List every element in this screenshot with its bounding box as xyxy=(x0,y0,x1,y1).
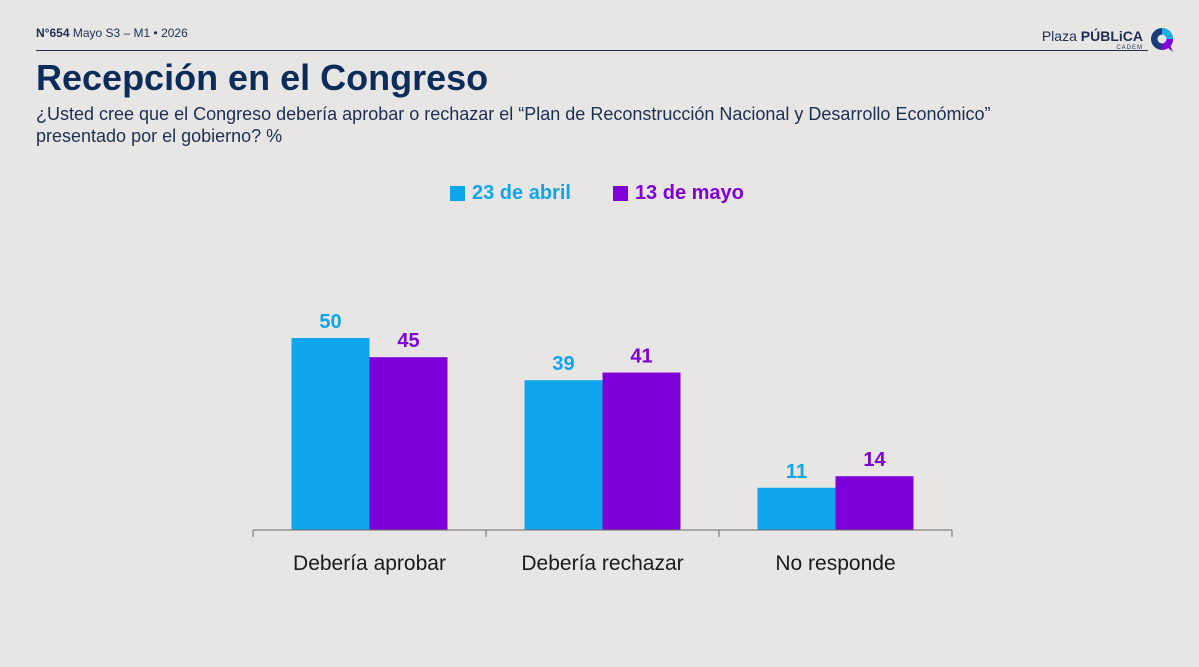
bar-3-series-2 xyxy=(835,476,914,530)
bar-1-series-1 xyxy=(291,338,370,530)
category-label-1: Debería aprobar xyxy=(293,552,446,575)
brand-logo: Plaza PÚBLiCA CADEM xyxy=(1042,27,1175,53)
data-label-2-series-1: 39 xyxy=(552,353,574,375)
chart-legend: 23 de abril 13 de mayo xyxy=(450,182,744,205)
brand-text: Plaza PÚBLiCA CADEM xyxy=(1042,29,1143,51)
bar-1-series-2 xyxy=(369,357,448,530)
legend-item-series-2: 13 de mayo xyxy=(612,182,744,205)
bar-2-series-1 xyxy=(524,380,603,530)
legend-label-series-2: 13 de mayo xyxy=(634,182,744,204)
speech-bubble-logo-icon xyxy=(1151,28,1173,52)
issue-date: Mayo S3 – M1 • 2026 xyxy=(72,26,188,40)
issue-number: N°654 xyxy=(36,26,70,40)
page-title: Recepción en el Congreso xyxy=(36,57,489,98)
data-label-2-series-2: 41 xyxy=(630,346,652,368)
header-divider xyxy=(36,50,1148,51)
data-label-1-series-1: 50 xyxy=(319,311,341,333)
survey-question: ¿Usted cree que el Congreso debería apro… xyxy=(36,104,991,146)
issue-info: N°654 Mayo S3 – M1 • 2026 xyxy=(36,26,188,40)
bar-2-series-2 xyxy=(602,372,681,530)
legend-item-series-1: 23 de abril xyxy=(450,182,571,205)
brand-name: Plaza PÚBLiCA xyxy=(1042,29,1143,43)
data-label-3-series-2: 14 xyxy=(863,449,886,471)
brand-sub: CADEM xyxy=(1116,45,1143,51)
legend-swatch-series-1 xyxy=(450,186,465,201)
data-label-3-series-1: 11 xyxy=(786,461,807,483)
bar-3-series-1 xyxy=(757,487,836,530)
legend-swatch-series-2 xyxy=(612,186,628,201)
category-label-2: Debería rechazar xyxy=(521,552,683,575)
legend-label-series-1: 23 de abril xyxy=(472,182,571,204)
category-label-3: No responde xyxy=(775,552,895,575)
brand-bold: PÚBLiCA xyxy=(1080,28,1143,44)
data-label-1-series-2: 45 xyxy=(397,330,419,352)
brand-light: Plaza xyxy=(1041,28,1081,44)
